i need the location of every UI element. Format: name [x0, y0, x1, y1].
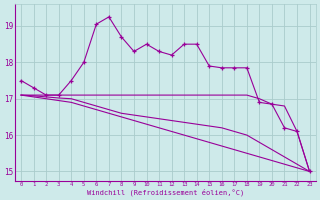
X-axis label: Windchill (Refroidissement éolien,°C): Windchill (Refroidissement éolien,°C)	[87, 188, 244, 196]
